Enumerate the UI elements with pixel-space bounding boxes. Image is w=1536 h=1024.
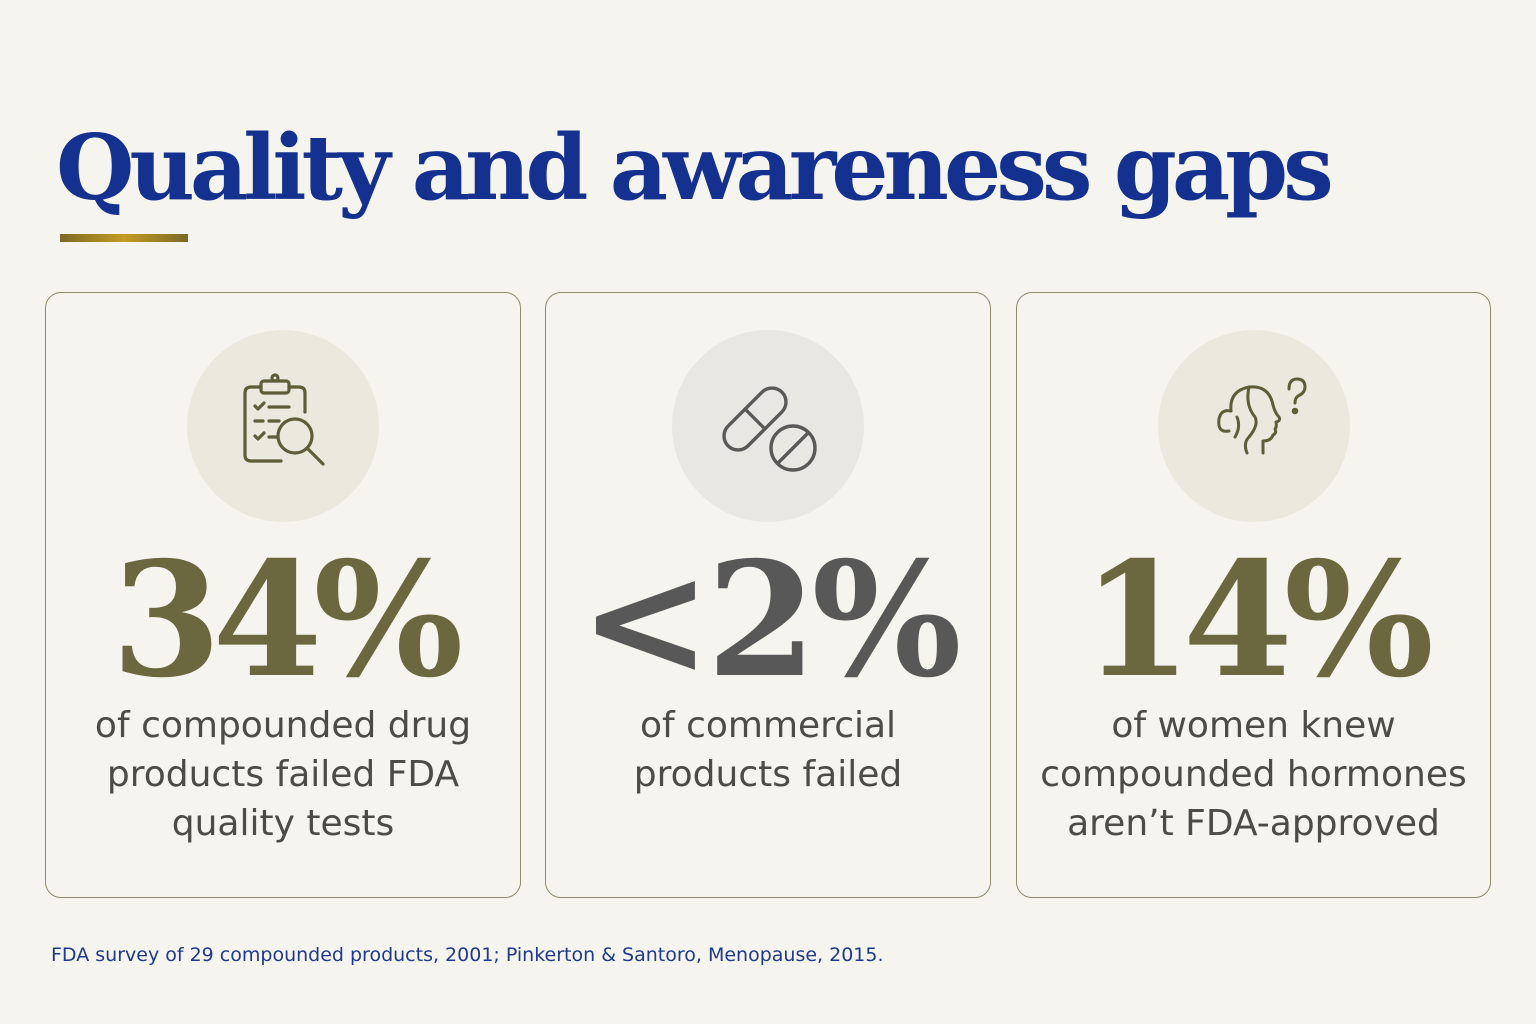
woman-question-icon xyxy=(1157,330,1350,522)
stat-card-commercial-failed: <2% of commercial products failed xyxy=(545,292,991,898)
stat-value: <2% xyxy=(579,528,961,713)
stat-description: of commercial products failed xyxy=(633,705,903,795)
stat-card-women-awareness: 14% of women knew compounded hormones ar… xyxy=(1016,292,1491,898)
clipboard-search-icon xyxy=(187,330,379,522)
stat-card-compounded-failed: 34% of compounded drug products failed F… xyxy=(45,292,521,898)
stat-description: of women knew compounded hormones aren’t… xyxy=(1040,705,1467,844)
pill-capsule-icon xyxy=(672,330,864,522)
stat-description: of compounded drug products failed FDA q… xyxy=(94,705,472,844)
source-citation: FDA survey of 29 compounded products, 20… xyxy=(51,944,884,966)
stat-value: 34% xyxy=(111,528,463,713)
stat-value: 14% xyxy=(1081,528,1434,713)
page-title: Quality and awareness gaps xyxy=(56,115,1334,221)
title-accent-rule xyxy=(60,234,188,242)
